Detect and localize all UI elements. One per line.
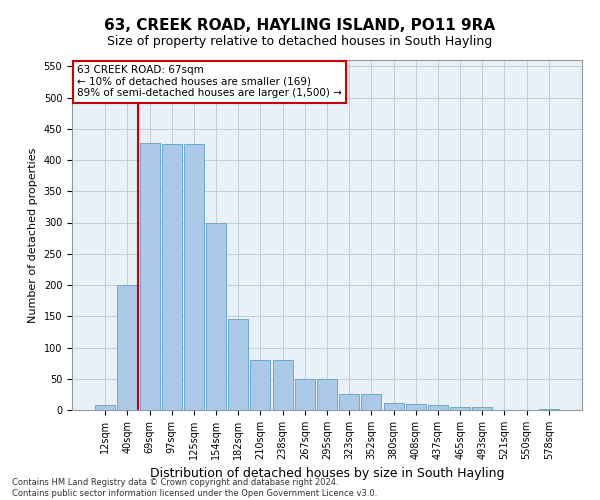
Text: Size of property relative to detached houses in South Hayling: Size of property relative to detached ho…	[107, 35, 493, 48]
Bar	[206, 222, 226, 410]
Bar	[450, 407, 470, 410]
Text: 63, CREEK ROAD, HAYLING ISLAND, PO11 9RA: 63, CREEK ROAD, HAYLING ISLAND, PO11 9RA	[104, 18, 496, 32]
Bar	[250, 360, 271, 410]
Bar	[539, 409, 559, 410]
Bar	[472, 407, 492, 410]
Bar	[140, 142, 160, 410]
Bar	[228, 320, 248, 410]
Bar	[339, 394, 359, 410]
Bar	[95, 405, 115, 410]
Bar	[272, 360, 293, 410]
Bar	[184, 144, 204, 410]
Y-axis label: Number of detached properties: Number of detached properties	[28, 148, 38, 322]
Bar	[295, 379, 315, 410]
X-axis label: Distribution of detached houses by size in South Hayling: Distribution of detached houses by size …	[150, 468, 504, 480]
Bar	[162, 144, 182, 410]
Text: Contains HM Land Registry data © Crown copyright and database right 2024.
Contai: Contains HM Land Registry data © Crown c…	[12, 478, 377, 498]
Bar	[118, 285, 137, 410]
Bar	[361, 394, 382, 410]
Bar	[317, 379, 337, 410]
Bar	[428, 405, 448, 410]
Bar	[406, 404, 426, 410]
Text: 63 CREEK ROAD: 67sqm
← 10% of detached houses are smaller (169)
89% of semi-deta: 63 CREEK ROAD: 67sqm ← 10% of detached h…	[77, 66, 342, 98]
Bar	[383, 402, 404, 410]
